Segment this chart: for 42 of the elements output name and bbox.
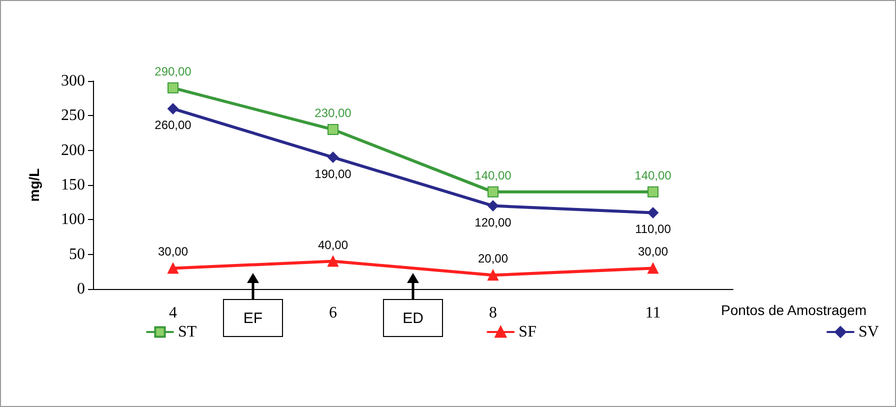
legend-label: SF	[518, 324, 537, 340]
data-label: 140,00	[634, 168, 672, 182]
legend-label: SV	[858, 324, 880, 340]
x-tick-label: 8	[489, 304, 497, 322]
y-tick-label: 250	[61, 107, 85, 124]
x-axis-title: Pontos de Amostragem	[721, 302, 867, 318]
y-tick-label: 200	[61, 142, 85, 159]
y-tick-label: 0	[77, 280, 85, 298]
point	[648, 262, 658, 274]
point	[328, 256, 338, 267]
point	[168, 82, 178, 94]
data-label: 30,00	[158, 244, 188, 259]
point	[648, 186, 658, 198]
point	[168, 262, 178, 274]
data-label: 110,00	[635, 222, 672, 236]
y-tick-label: 150	[61, 176, 85, 194]
text: EF	[223, 299, 283, 337]
data-label: 30,00	[638, 244, 668, 259]
data-label: 190,00	[314, 166, 352, 181]
data-label: 40,00	[318, 238, 348, 252]
data-label: 20,00	[478, 252, 508, 266]
point	[488, 200, 498, 212]
point	[488, 186, 498, 198]
data-label: 120,00	[474, 215, 512, 230]
text: ED	[383, 299, 443, 337]
y-axis-title: mg/L	[26, 168, 42, 202]
point	[488, 270, 498, 281]
y-tick-label: 300	[61, 72, 85, 90]
data-label: 140,00	[474, 168, 512, 182]
point	[328, 152, 338, 163]
data-label: 290,00	[154, 64, 192, 78]
point	[328, 124, 338, 136]
point	[648, 207, 658, 218]
data-label: 230,00	[314, 106, 352, 120]
x-tick-label: 6	[329, 304, 337, 322]
y-tick-label: 100	[61, 211, 85, 228]
data-label: 260,00	[154, 118, 192, 132]
point	[168, 103, 178, 114]
x-tick-label: 4	[169, 304, 177, 322]
x-tick-label: 11	[645, 304, 661, 322]
y-tick-label: 50	[69, 246, 85, 263]
legend-label: ST	[178, 324, 197, 340]
